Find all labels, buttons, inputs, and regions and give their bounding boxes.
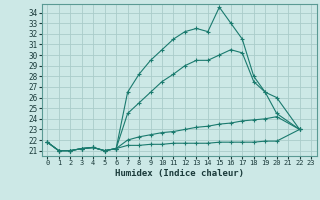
X-axis label: Humidex (Indice chaleur): Humidex (Indice chaleur) <box>115 169 244 178</box>
